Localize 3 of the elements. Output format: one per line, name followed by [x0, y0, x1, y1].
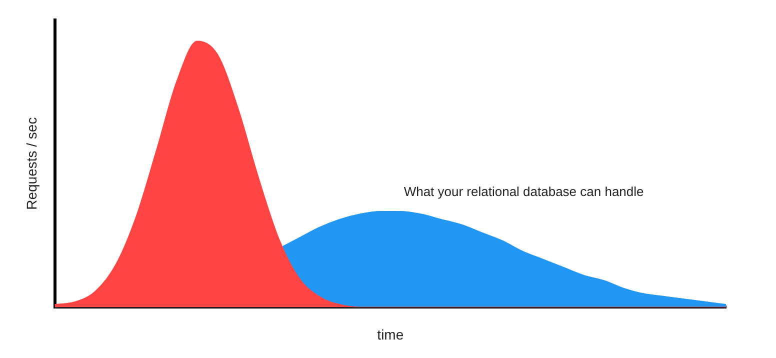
y-axis-title: Requests / sec — [23, 117, 40, 210]
x-axis-title: time — [377, 326, 404, 342]
annotation: What your relational database can handle — [404, 184, 644, 199]
